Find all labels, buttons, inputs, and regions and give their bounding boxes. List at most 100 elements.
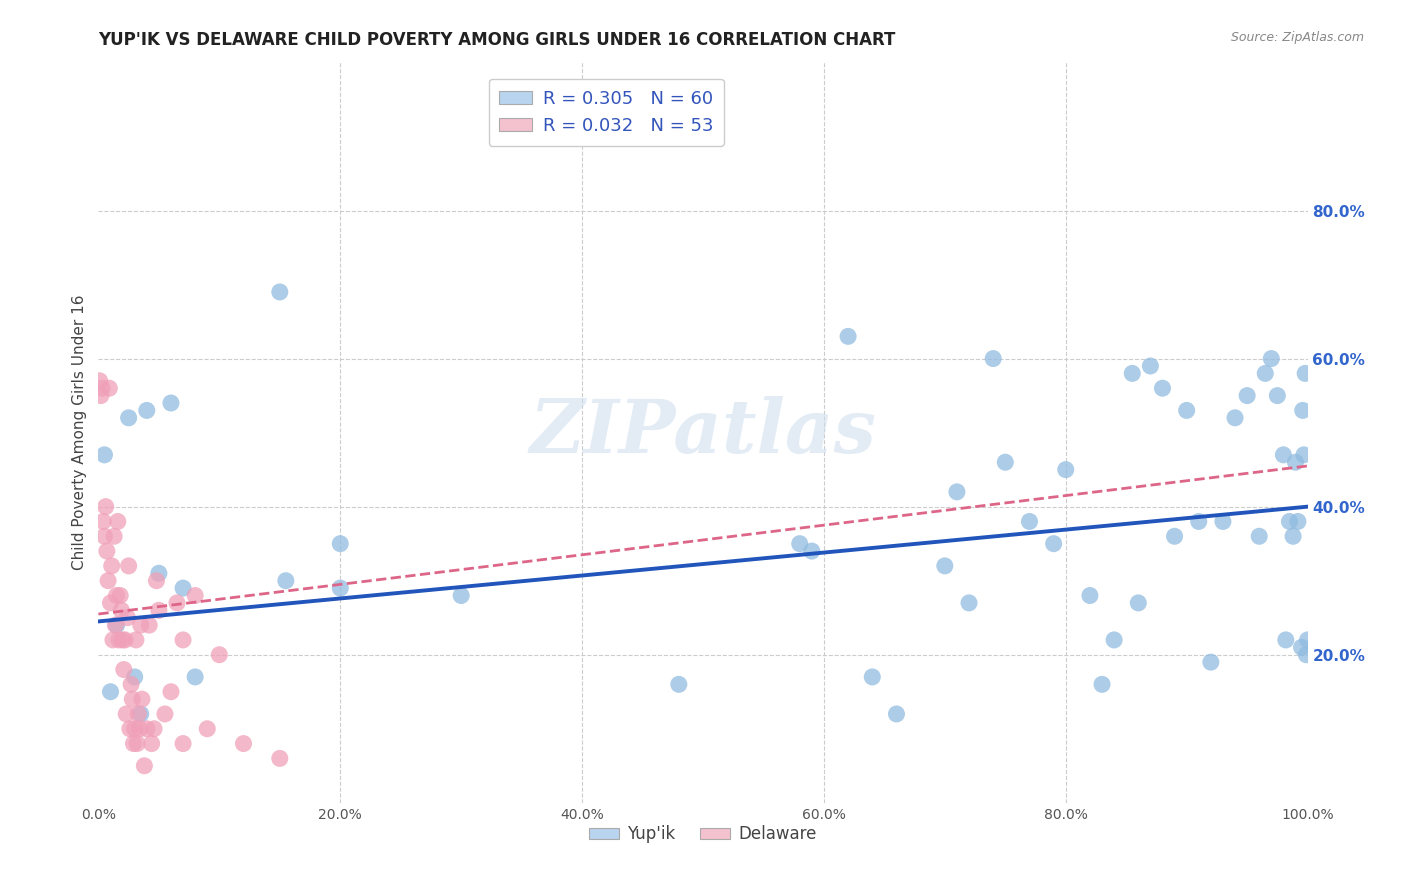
Point (128, 722, 150, 736)
Point (120, 677, 142, 691)
Point (100, 558, 122, 573)
Point (160, 685, 183, 699)
Point (91, 515, 114, 529)
Point (184, 589, 207, 603)
Point (108, 589, 131, 603)
Point (121, 692, 143, 706)
Point (1139, 359, 1161, 373)
Point (1295, 648, 1317, 662)
Point (108, 632, 131, 647)
Y-axis label: Child Poverty Among Girls Under 16: Child Poverty Among Girls Under 16 (72, 295, 87, 570)
Point (232, 737, 254, 751)
Point (124, 670, 146, 684)
Legend: Yup'ik, Delaware: Yup'ik, Delaware (582, 819, 824, 850)
Point (1275, 632, 1298, 647)
Point (110, 603, 132, 617)
Point (1128, 596, 1150, 610)
Point (115, 706, 138, 721)
Point (1291, 640, 1313, 655)
Point (450, 589, 472, 603)
Point (1121, 367, 1143, 381)
Point (1296, 632, 1319, 647)
Point (127, 706, 149, 721)
Point (134, 758, 156, 772)
Point (135, 403, 157, 417)
Point (131, 692, 153, 706)
Point (1163, 529, 1185, 543)
Point (1223, 410, 1246, 425)
Point (172, 632, 194, 647)
Point (160, 396, 183, 410)
Point (118, 410, 141, 425)
Point (1286, 515, 1309, 529)
Point (124, 722, 146, 736)
Point (94, 500, 117, 514)
Point (114, 632, 136, 647)
Point (166, 596, 188, 610)
Point (107, 515, 129, 529)
Point (1278, 515, 1301, 529)
Point (105, 589, 128, 603)
Point (789, 536, 811, 550)
Point (111, 632, 134, 647)
Point (148, 603, 170, 617)
Point (127, 737, 149, 751)
Point (1042, 536, 1064, 550)
Point (104, 618, 127, 632)
Point (125, 632, 148, 647)
Point (994, 455, 1017, 469)
Point (118, 558, 141, 573)
Point (101, 632, 124, 647)
Point (143, 722, 166, 736)
Point (117, 610, 139, 624)
Point (269, 751, 291, 765)
Point (90, 388, 112, 402)
Point (1260, 351, 1282, 366)
Point (195, 722, 218, 736)
Point (138, 618, 160, 632)
Point (93, 529, 115, 543)
Point (91, 381, 114, 395)
Point (118, 722, 141, 736)
Point (122, 737, 145, 751)
Point (89, 374, 111, 388)
Point (1091, 677, 1114, 691)
Point (668, 677, 690, 691)
Point (172, 581, 194, 595)
Point (1188, 515, 1211, 529)
Point (112, 663, 135, 677)
Point (1254, 367, 1277, 381)
Point (1284, 455, 1306, 469)
Point (934, 558, 956, 573)
Point (153, 706, 176, 721)
Point (946, 484, 969, 499)
Point (1267, 388, 1289, 402)
Point (1294, 367, 1316, 381)
Point (100, 596, 122, 610)
Point (172, 737, 194, 751)
Point (145, 574, 167, 588)
Point (98, 381, 121, 395)
Point (1292, 403, 1315, 417)
Text: YUP'IK VS DELAWARE CHILD POVERTY AMONG GIRLS UNDER 16 CORRELATION CHART: YUP'IK VS DELAWARE CHILD POVERTY AMONG G… (98, 31, 896, 49)
Point (957, 596, 980, 610)
Point (837, 329, 859, 343)
Point (93, 448, 115, 462)
Point (886, 706, 908, 721)
Point (1236, 388, 1258, 402)
Text: ZIPatlas: ZIPatlas (530, 396, 876, 469)
Point (1175, 403, 1198, 417)
Point (274, 574, 297, 588)
Point (141, 737, 163, 751)
Point (329, 536, 352, 550)
Text: Source: ZipAtlas.com: Source: ZipAtlas.com (1230, 31, 1364, 45)
Point (1249, 529, 1271, 543)
Point (1212, 515, 1234, 529)
Point (1102, 632, 1125, 647)
Point (269, 285, 291, 299)
Point (800, 544, 823, 558)
Point (129, 618, 152, 632)
Point (105, 618, 128, 632)
Point (1199, 655, 1222, 669)
Point (1272, 448, 1295, 462)
